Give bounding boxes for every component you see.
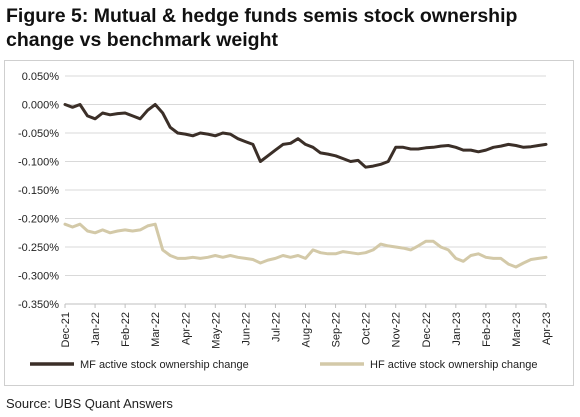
y-tick-label: -0.150%	[18, 185, 59, 197]
grid-lines	[65, 75, 546, 305]
x-tick-label: Jan-23	[451, 312, 463, 346]
x-tick-label: Mar-23	[511, 312, 523, 347]
x-tick-label: Dec-21	[60, 312, 72, 347]
x-tick-label: Feb-22	[120, 312, 132, 347]
legend-label-mf: MF active stock ownership change	[80, 359, 249, 371]
y-tick-label: -0.250%	[18, 242, 59, 254]
x-tick-label: Apr-22	[180, 312, 192, 345]
x-tick-label: Jan-22	[90, 312, 102, 346]
y-tick-label: -0.300%	[18, 271, 59, 283]
chart-title: Figure 5: Mutual & hedge funds semis sto…	[6, 5, 518, 51]
x-tick-label: Oct-22	[361, 312, 373, 345]
y-tick-label: 0.000%	[22, 100, 60, 112]
y-tick-label: 0.050%	[22, 71, 60, 83]
line-chart: 0.050% 0.000% -0.050% -0.100% -0.150% -0.200%…	[18, 71, 553, 371]
x-tick-label: Jul-22	[270, 312, 282, 342]
x-tick-label: Apr-23	[541, 312, 553, 345]
x-axis: Dec-21 Jan-22 Feb-22 Mar-22 Apr-22 May-22 Jun-…	[60, 303, 553, 349]
y-tick-label: -0.350%	[18, 299, 59, 311]
y-tick-label: -0.200%	[18, 214, 59, 226]
legend: MF active stock ownership change HF activ…	[30, 359, 538, 371]
hf-series-line	[63, 222, 548, 269]
x-tick-label: May-22	[210, 312, 222, 349]
source-note: Source: UBS Quant Answers	[6, 396, 173, 411]
y-tick-label: -0.050%	[18, 128, 59, 140]
chart-frame	[4, 60, 574, 386]
x-tick-label: Jun-22	[240, 312, 252, 346]
x-tick-label: Sep-22	[331, 312, 343, 347]
y-axis: 0.050% 0.000% -0.050% -0.100% -0.150% -0.200%…	[18, 71, 59, 311]
legend-label-hf: HF active stock ownership change	[370, 359, 538, 371]
x-tick-label: Nov-22	[391, 312, 403, 347]
mf-series-line	[63, 103, 548, 169]
x-tick-label: Aug-22	[301, 312, 313, 347]
x-tick-label: Dec-22	[421, 312, 433, 347]
x-tick-label: Feb-23	[481, 312, 493, 347]
series-lines	[63, 103, 548, 269]
y-tick-label: -0.100%	[18, 157, 59, 169]
x-tick-label: Mar-22	[150, 312, 162, 347]
